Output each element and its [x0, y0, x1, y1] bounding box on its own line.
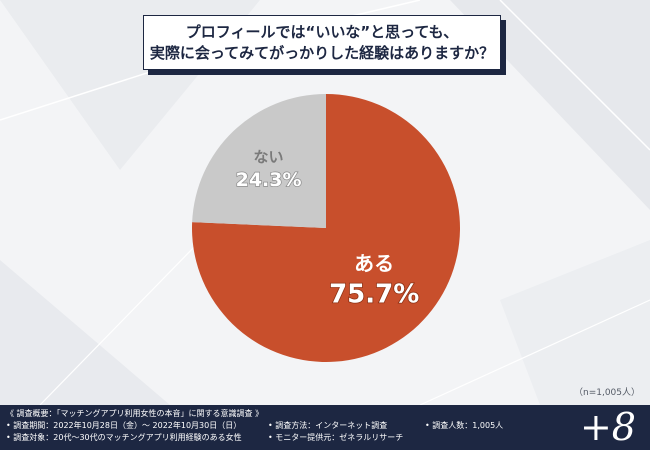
title-line-1: プロフィールでは“いいな”と思っても、	[185, 22, 459, 41]
slice-label-0: ある	[354, 251, 394, 275]
survey-target: • 調査対象：20代～30代のマッチングアプリ利用経験のある女性	[6, 433, 242, 442]
pie-chart: ある 75.7% ない 24.3%	[192, 94, 461, 362]
sample-size-label: （n=1,005人）	[573, 388, 640, 398]
title-line-2: 実際に会ってみてがっかりした経験はありますか？	[149, 43, 495, 62]
survey-provider: • モニター提供元：ゼネラルリサーチ	[268, 433, 404, 442]
brand-logo: +8	[579, 405, 636, 449]
survey-method: • 調査方法：インターネット調査	[268, 421, 388, 430]
question-title-box: プロフィールでは“いいな”と思っても、 実際に会ってみてがっかりした経験はありま…	[143, 15, 501, 70]
slice-label-1: ない	[254, 148, 284, 166]
survey-summary: 《 調査概要：「マッチングアプリ利用女性の本音」に関する意識調査 》	[6, 409, 264, 418]
survey-period: • 調査期間：2022年10月28日（金）～ 2022年10月30日（日）	[6, 421, 242, 430]
survey-footer: 《 調査概要：「マッチングアプリ利用女性の本音」に関する意識調査 》 • 調査期…	[0, 405, 650, 450]
survey-count: • 調査人数：1,005人	[425, 421, 504, 430]
pie-slice-1	[192, 94, 326, 228]
slice-value-label-1: 24.3%	[236, 169, 302, 191]
slice-value-label-0: 75.7%	[329, 279, 419, 309]
